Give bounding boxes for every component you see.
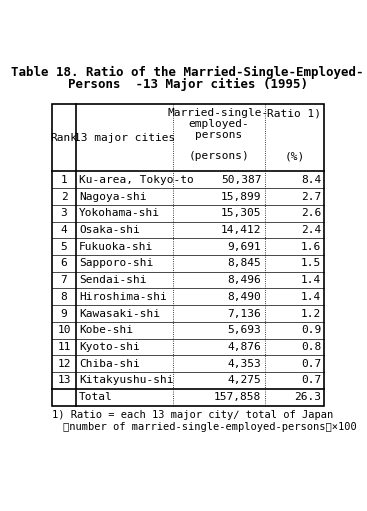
Text: 11: 11: [57, 342, 71, 352]
Text: persons: persons: [195, 130, 242, 140]
Text: 9: 9: [61, 309, 68, 318]
Text: (persons): (persons): [188, 151, 249, 161]
Text: 14,412: 14,412: [221, 225, 261, 235]
Text: （number of married-single-employed-persons）×100: （number of married-single-employed-perso…: [63, 422, 357, 432]
Text: Ratio 1): Ratio 1): [267, 108, 321, 118]
Text: 9,691: 9,691: [228, 242, 261, 252]
Text: 7: 7: [61, 275, 68, 285]
Text: 26.3: 26.3: [294, 392, 321, 402]
Text: 1.4: 1.4: [301, 292, 321, 302]
Text: 0.8: 0.8: [301, 342, 321, 352]
Text: 4,876: 4,876: [228, 342, 261, 352]
Text: 2.7: 2.7: [301, 192, 321, 201]
Text: 1.5: 1.5: [301, 259, 321, 268]
Text: 4,353: 4,353: [228, 359, 261, 369]
Text: 5: 5: [61, 242, 68, 252]
Text: 7,136: 7,136: [228, 309, 261, 318]
Text: 8,496: 8,496: [228, 275, 261, 285]
Text: Ku-area, Tokyo-to: Ku-area, Tokyo-to: [79, 175, 194, 185]
Text: 0.7: 0.7: [301, 359, 321, 369]
Text: Rank: Rank: [51, 132, 77, 143]
Text: 0.7: 0.7: [301, 376, 321, 385]
Text: 10: 10: [57, 326, 71, 335]
Text: 157,858: 157,858: [214, 392, 261, 402]
Text: 3: 3: [61, 208, 68, 218]
Text: Kobe-shi: Kobe-shi: [79, 326, 133, 335]
Text: 2.6: 2.6: [301, 208, 321, 218]
Text: Osaka-shi: Osaka-shi: [79, 225, 140, 235]
Text: Fukuoka-shi: Fukuoka-shi: [79, 242, 153, 252]
Text: Kyoto-shi: Kyoto-shi: [79, 342, 140, 352]
Text: 6: 6: [61, 259, 68, 268]
Text: 8,490: 8,490: [228, 292, 261, 302]
Text: 15,305: 15,305: [221, 208, 261, 218]
Text: 4: 4: [61, 225, 68, 235]
Text: 1.2: 1.2: [301, 309, 321, 318]
Text: 1.6: 1.6: [301, 242, 321, 252]
Text: Sapporo-shi: Sapporo-shi: [79, 259, 153, 268]
Text: employed-: employed-: [188, 119, 249, 129]
Text: Total: Total: [79, 392, 113, 402]
Text: Table 18. Ratio of the Married-Single-Employed-: Table 18. Ratio of the Married-Single-Em…: [11, 65, 364, 79]
Text: Persons  -13 Major cities (1995): Persons -13 Major cities (1995): [68, 78, 308, 91]
Text: (%): (%): [284, 151, 305, 161]
Text: Kitakyushu-shi: Kitakyushu-shi: [79, 376, 174, 385]
Text: Kawasaki-shi: Kawasaki-shi: [79, 309, 160, 318]
Text: Chiba-shi: Chiba-shi: [79, 359, 140, 369]
Text: 5,693: 5,693: [228, 326, 261, 335]
Text: 1) Ratio = each 13 major city∕ total of Japan: 1) Ratio = each 13 major city∕ total of …: [52, 410, 333, 420]
Text: 8: 8: [61, 292, 68, 302]
Text: 8,845: 8,845: [228, 259, 261, 268]
Text: 4,275: 4,275: [228, 376, 261, 385]
Text: 1.4: 1.4: [301, 275, 321, 285]
Text: 15,899: 15,899: [221, 192, 261, 201]
Text: 1: 1: [61, 175, 68, 185]
Text: 12: 12: [57, 359, 71, 369]
Text: Yokohama-shi: Yokohama-shi: [79, 208, 160, 218]
Text: 13 major cities: 13 major cities: [74, 132, 175, 143]
Text: Nagoya-shi: Nagoya-shi: [79, 192, 146, 201]
Text: Sendai-shi: Sendai-shi: [79, 275, 146, 285]
Text: 50,387: 50,387: [221, 175, 261, 185]
Text: 8.4: 8.4: [301, 175, 321, 185]
Text: 2: 2: [61, 192, 68, 201]
Text: 13: 13: [57, 376, 71, 385]
Text: 0.9: 0.9: [301, 326, 321, 335]
Text: 2.4: 2.4: [301, 225, 321, 235]
Text: Married-single-: Married-single-: [168, 108, 269, 118]
Text: Hiroshima-shi: Hiroshima-shi: [79, 292, 167, 302]
Bar: [52, 104, 324, 406]
